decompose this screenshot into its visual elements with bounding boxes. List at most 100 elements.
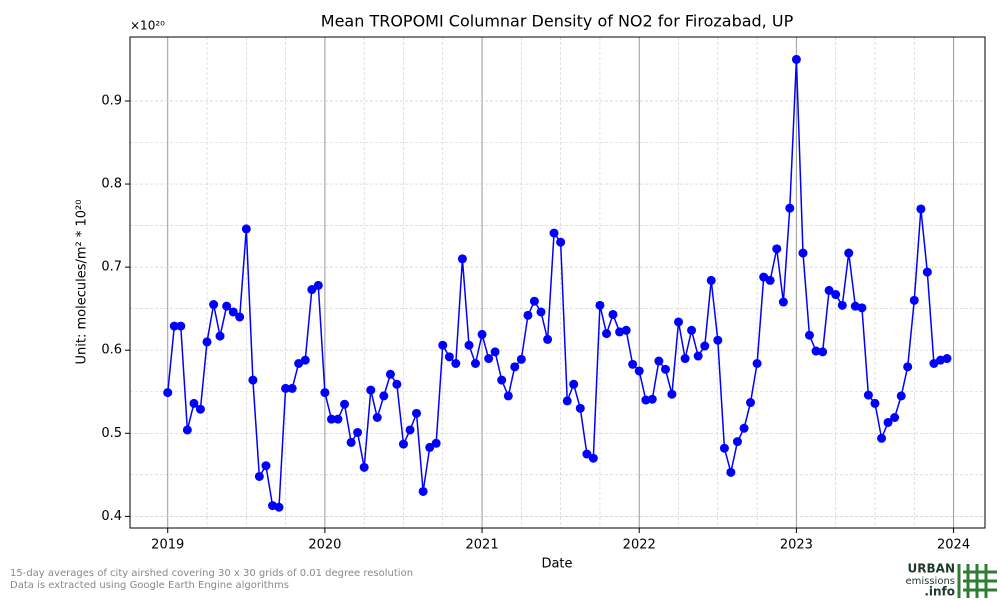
y-tick-label: 0.7: [101, 260, 122, 275]
marker: [569, 379, 579, 389]
marker: [765, 275, 775, 285]
y-tick-label: 0.5: [101, 426, 122, 441]
marker: [438, 340, 448, 350]
marker: [241, 224, 251, 234]
marker: [713, 335, 723, 345]
marker: [510, 362, 520, 372]
marker: [215, 331, 225, 341]
marker: [778, 297, 788, 307]
marker: [444, 352, 454, 362]
marker: [602, 329, 612, 339]
marker: [254, 471, 264, 481]
marker: [412, 408, 422, 418]
marker: [333, 414, 343, 424]
marker: [281, 383, 291, 393]
y-scale-label: ×10²⁰: [130, 19, 165, 33]
marker: [457, 254, 467, 264]
marker: [693, 351, 703, 361]
marker: [922, 267, 932, 277]
x-tick-label: 2020: [308, 538, 341, 553]
marker: [621, 325, 631, 335]
y-tick-label: 0.9: [101, 93, 122, 108]
marker: [726, 467, 736, 477]
chart-title: Mean TROPOMI Columnar Density of NO2 for…: [321, 12, 794, 31]
marker: [307, 285, 317, 295]
marker: [595, 300, 605, 310]
logo-text: URBAN: [908, 562, 955, 576]
marker: [248, 375, 258, 385]
y-tick-label: 0.4: [101, 509, 122, 524]
marker: [405, 425, 415, 435]
marker: [883, 417, 893, 427]
x-tick-label: 2024: [937, 538, 970, 553]
plot-frame: [129, 36, 986, 529]
marker: [431, 438, 441, 448]
marker: [543, 334, 553, 344]
marker: [562, 396, 572, 406]
marker: [182, 425, 192, 435]
marker: [831, 290, 841, 300]
marker: [209, 300, 219, 310]
x-tick-label: 2019: [151, 538, 184, 553]
marker: [687, 325, 697, 335]
logo-text: .info: [924, 585, 955, 599]
marker: [228, 307, 238, 317]
marker: [863, 390, 873, 400]
marker: [497, 375, 507, 385]
marker: [654, 356, 664, 366]
marker: [425, 442, 435, 452]
marker: [556, 237, 566, 247]
marker: [719, 443, 729, 453]
marker: [529, 296, 539, 306]
marker: [169, 321, 179, 331]
x-axis-label: Date: [541, 557, 572, 572]
marker: [667, 389, 677, 399]
x-tick-label: 2021: [466, 538, 499, 553]
marker: [791, 54, 801, 64]
marker: [647, 394, 657, 404]
marker: [660, 364, 670, 374]
footnote: 15-day averages of city airshed covering…: [10, 568, 413, 579]
marker: [366, 385, 376, 395]
marker: [392, 379, 402, 389]
marker: [811, 346, 821, 356]
marker: [785, 203, 795, 213]
marker: [202, 337, 212, 347]
marker: [300, 355, 310, 365]
logo-text: emissions: [905, 576, 955, 587]
marker: [857, 303, 867, 313]
marker: [634, 366, 644, 376]
marker: [746, 398, 756, 408]
marker: [536, 307, 546, 317]
marker: [739, 423, 749, 433]
marker: [804, 330, 814, 340]
marker: [287, 383, 297, 393]
marker: [464, 340, 474, 350]
marker: [798, 248, 808, 258]
x-tick-label: 2023: [780, 538, 813, 553]
marker: [195, 404, 205, 414]
marker: [523, 310, 533, 320]
marker: [680, 354, 690, 364]
marker: [470, 359, 480, 369]
marker: [608, 309, 618, 319]
marker: [903, 362, 913, 372]
marker: [340, 399, 350, 409]
marker: [837, 300, 847, 310]
marker: [706, 275, 716, 285]
marker: [484, 354, 494, 364]
marker: [385, 369, 395, 379]
line: [166, 59, 948, 509]
x-tick-label: 2022: [623, 538, 656, 553]
marker: [163, 388, 173, 398]
marker: [582, 449, 592, 459]
marker: [588, 453, 598, 463]
marker: [870, 398, 880, 408]
marker: [503, 391, 513, 401]
marker: [353, 427, 363, 437]
y-tick-label: 0.6: [101, 343, 122, 358]
marker: [916, 204, 926, 214]
marker: [824, 285, 834, 295]
marker: [818, 347, 828, 357]
